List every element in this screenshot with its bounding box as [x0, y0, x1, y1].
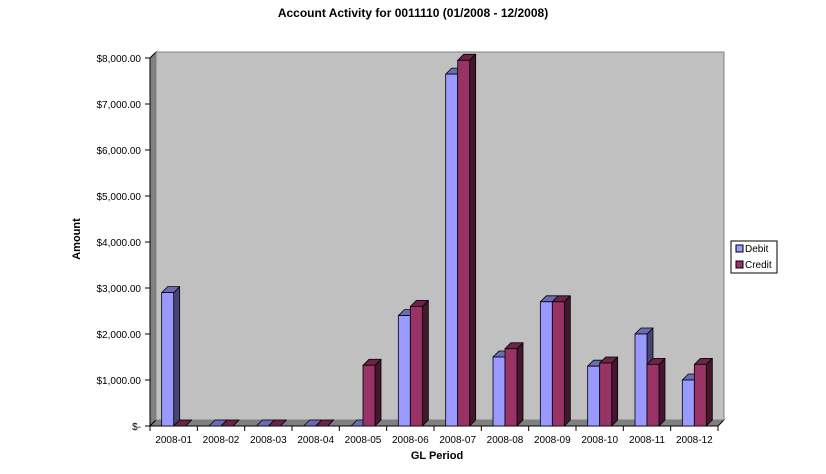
x-tick-label: 2008-12 — [676, 435, 713, 446]
bar-front — [681, 379, 695, 427]
bar-side — [374, 358, 382, 427]
x-tick-label: 2008-11 — [629, 435, 665, 446]
bar-credit — [551, 295, 571, 427]
y-axis: $- $1,000.00 $2,000.00 $3,000.00 $4,000.00 $5… — [97, 54, 151, 433]
bar-top — [267, 419, 287, 427]
bar-credit — [599, 356, 619, 427]
bar-credit — [504, 342, 524, 427]
x-tick-label: 2008-02 — [203, 435, 240, 446]
bar-front — [161, 292, 175, 427]
legend-box — [730, 240, 778, 274]
bar-top — [173, 419, 193, 427]
bar-side — [421, 299, 429, 427]
bar-front — [693, 363, 707, 427]
y-tick-label: $5,000.00 — [97, 192, 142, 203]
x-tick-label: 2008-04 — [297, 435, 334, 446]
bar-front — [539, 301, 553, 427]
bar-front — [551, 301, 565, 427]
bar-credit — [457, 53, 477, 427]
y-tick-label: $7,000.00 — [97, 100, 142, 111]
x-tick-label: 2008-03 — [250, 435, 287, 446]
y-tick-label: $- — [132, 422, 141, 433]
bar-credit — [409, 299, 429, 427]
y-axis-label: Amount — [71, 218, 83, 260]
bar-credit — [646, 357, 666, 427]
bar-credit — [173, 419, 193, 427]
x-tick-label: 2008-06 — [392, 435, 429, 446]
bar-credit — [362, 358, 382, 427]
x-tick-label: 2008-08 — [487, 435, 524, 446]
bar-front — [599, 362, 613, 427]
bar-front — [457, 59, 471, 427]
bar-top — [315, 419, 335, 427]
bar-side — [563, 295, 571, 427]
y-tick-label: $3,000.00 — [97, 284, 142, 295]
legend-swatch-credit — [735, 260, 744, 269]
bar-front — [445, 73, 459, 427]
y-tick-label: $4,000.00 — [97, 238, 142, 249]
bar-front — [362, 364, 376, 427]
legend-swatch-debit — [735, 244, 744, 253]
y-tick-label: $2,000.00 — [97, 330, 142, 341]
bar-side — [658, 357, 666, 427]
bar-credit — [220, 419, 240, 427]
legend-label-credit: Credit — [745, 260, 772, 271]
x-tick-label: 2008-09 — [534, 435, 571, 446]
plot-area — [155, 51, 725, 421]
bar-credit — [315, 419, 335, 427]
x-axis-label: GL Period — [411, 450, 463, 462]
bar-front — [587, 365, 601, 427]
bar-credit — [267, 419, 287, 427]
chart-title: Account Activity for 0011110 (01/2008 - … — [278, 6, 548, 20]
bar-top — [220, 419, 240, 427]
bar-side — [705, 357, 713, 427]
plot-side-wall — [149, 50, 157, 428]
x-tick-label: 2008-10 — [581, 435, 618, 446]
x-axis: 2008-01 2008-02 2008-03 2008-04 2008-05 2008-… — [149, 425, 719, 446]
bar-front — [504, 348, 518, 427]
y-tick-label: $8,000.00 — [97, 54, 142, 65]
bar-side — [516, 342, 524, 427]
y-tick-label: $6,000.00 — [97, 146, 142, 157]
bar-front — [646, 363, 660, 427]
bar-front — [634, 333, 648, 427]
bar-front — [397, 315, 411, 427]
x-tick-label: 2008-05 — [345, 435, 382, 446]
y-tick-label: $1,000.00 — [97, 376, 142, 387]
bar-side — [611, 356, 619, 427]
bar-side — [173, 286, 181, 427]
x-tick-label: 2008-07 — [439, 435, 476, 446]
bar-front — [409, 305, 423, 427]
bars — [161, 53, 713, 427]
bar-front — [492, 356, 506, 427]
bar-credit — [693, 357, 713, 427]
bar-debit — [161, 286, 181, 427]
legend: Debit Credit — [730, 240, 778, 274]
bar-side — [469, 53, 477, 427]
x-tick-label: 2008-01 — [155, 435, 192, 446]
legend-label-debit: Debit — [745, 244, 769, 255]
